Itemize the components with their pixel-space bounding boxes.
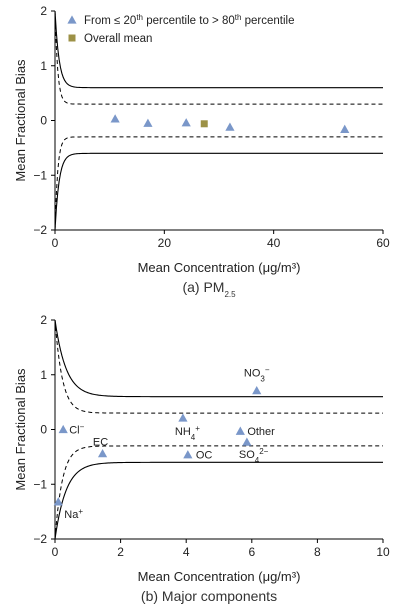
y-tick-label: 2 <box>40 313 47 327</box>
point-label-oc: OC <box>196 450 213 462</box>
data-point-square <box>200 120 208 128</box>
point-label-cl: Cl− <box>69 422 84 437</box>
y-axis-title: Mean Fractional Bias <box>13 59 28 182</box>
panel-caption: (b) Major components <box>141 588 277 604</box>
x-tick-label: 10 <box>376 545 390 559</box>
x-tick-label: 20 <box>158 236 172 250</box>
legend-entry: From ≤ 20th percentile to > 80th percent… <box>84 13 294 28</box>
bound-curve-criteria-upper <box>54 319 383 414</box>
x-tick-label: 0 <box>52 545 59 559</box>
point-label-so: SO42− <box>239 447 269 465</box>
x-tick-label: 0 <box>52 236 59 250</box>
y-tick-label: −2 <box>33 532 47 546</box>
y-tick-label: −2 <box>33 223 47 237</box>
bound-curve-criteria-lower <box>54 445 383 540</box>
point-label-nh: NH4+ <box>175 424 200 442</box>
x-axis-title: Mean Concentration (μg/m³) <box>138 569 301 584</box>
data-point-triangle <box>225 122 235 131</box>
point-label-other: Other <box>247 426 275 438</box>
data-point-triangle <box>178 413 188 422</box>
legend-marker-triangle <box>67 15 77 24</box>
data-point-triangle <box>242 437 252 446</box>
x-axis-title: Mean Concentration (μg/m³) <box>138 260 301 275</box>
y-tick-label: 0 <box>40 423 47 437</box>
point-label-no: NO3− <box>244 365 270 383</box>
data-point-triangle <box>181 118 191 127</box>
y-tick-label: −1 <box>33 477 47 491</box>
x-tick-label: 2 <box>117 545 124 559</box>
data-point-triangle <box>340 124 350 133</box>
bound-curve-criteria-upper <box>54 10 383 105</box>
data-point-triangle <box>252 386 262 395</box>
chart-panel-major-components: −2 −1 0 1 2 0 2 4 6 8 10 Mean Fractional Bias Mean C… <box>13 313 390 604</box>
data-point-triangle <box>235 426 245 435</box>
y-tick-label: 2 <box>40 4 47 18</box>
bound-curve-goal-lower <box>54 461 383 540</box>
data-point-triangle <box>58 424 68 434</box>
y-tick-label: 1 <box>40 368 47 382</box>
x-tick-label: 6 <box>248 545 255 559</box>
x-tick-label: 8 <box>314 545 321 559</box>
legend-entry: Overall mean <box>84 33 152 45</box>
point-label-ec: EC <box>93 437 108 449</box>
y-axis-title: Mean Fractional Bias <box>13 368 28 491</box>
bound-curve-goal-lower <box>54 152 383 231</box>
data-point-triangle <box>97 448 108 458</box>
legend-marker-square <box>68 34 76 42</box>
y-tick-label: −1 <box>33 168 47 182</box>
point-label-na: Na+ <box>64 506 83 521</box>
bound-curve-goal-upper <box>54 10 383 89</box>
data-point-triangle <box>110 114 120 123</box>
y-tick-label: 1 <box>40 59 47 73</box>
data-point-triangle <box>143 118 153 127</box>
y-tick-label: 0 <box>40 114 47 128</box>
x-tick-label: 60 <box>376 236 390 250</box>
bound-curve-criteria-lower <box>54 136 383 231</box>
bound-curve-goal-upper <box>54 319 383 398</box>
data-point-triangle <box>183 450 193 459</box>
panel-caption: (a) PM2.5 <box>182 279 236 299</box>
x-tick-label: 4 <box>183 545 190 559</box>
x-tick-label: 40 <box>267 236 281 250</box>
data-point-triangle <box>53 497 63 506</box>
